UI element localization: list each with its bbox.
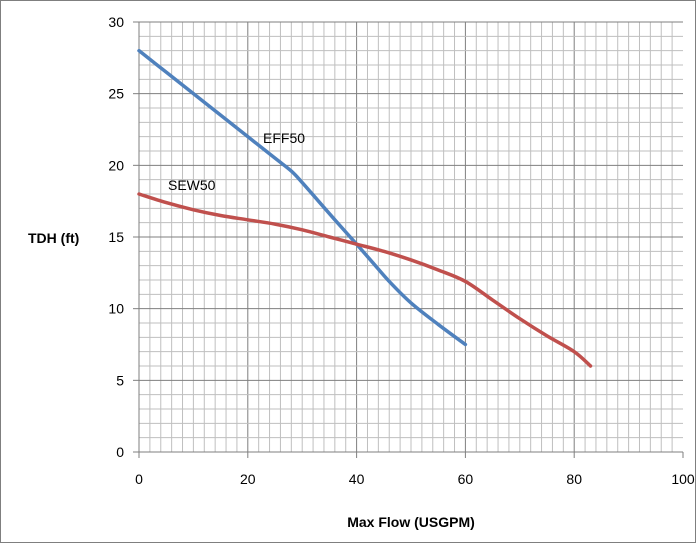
y-tick-label: 15 [108,229,124,245]
series-line-eff50 [137,48,468,347]
x-tick-label: 60 [458,471,474,487]
x-axis-title: Max Flow (USGPM) [347,514,475,530]
grid [139,21,683,452]
axes [133,21,684,458]
y-tick-label: 5 [116,372,124,388]
y-tick-label: 0 [116,444,124,460]
series-label-eff50: EFF50 [263,130,305,146]
series-line-sew50 [137,192,593,368]
x-tick-label: 80 [566,471,582,487]
y-axis-title: TDH (ft) [28,230,79,246]
y-tick-label: 20 [108,157,124,173]
tick-labels: 0 5 10 15 20 25 30 0 20 40 60 80 100 [108,14,694,487]
series-label-sew50: SEW50 [168,177,216,193]
y-tick-label: 10 [108,301,124,317]
y-tick-label: 25 [108,86,124,102]
x-tick-label: 40 [349,471,365,487]
series-layer [137,48,593,368]
x-tick-label: 100 [671,471,695,487]
x-tick-label: 0 [135,471,143,487]
x-tick-label: 20 [240,471,256,487]
y-tick-label: 30 [108,14,124,30]
